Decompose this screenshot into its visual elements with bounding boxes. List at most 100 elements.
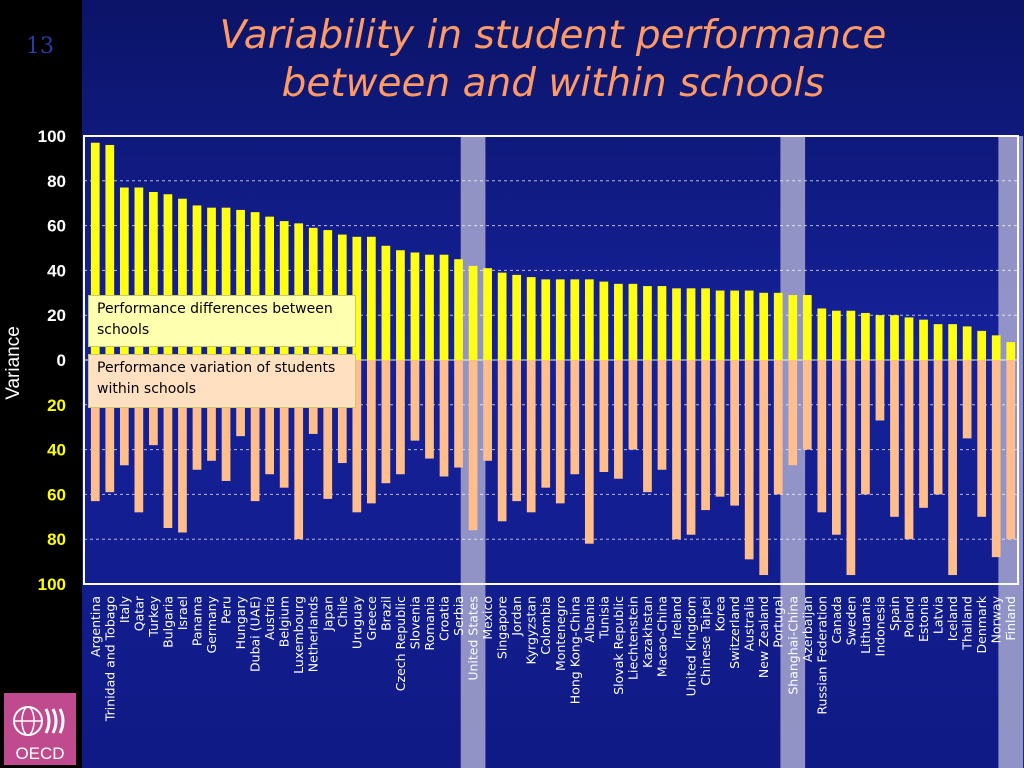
- category-label: Luxembourg: [291, 596, 306, 674]
- category-label: Norway: [989, 595, 1004, 643]
- bar-between: [90, 142, 100, 360]
- bar-within: [294, 360, 304, 540]
- bar-between: [584, 279, 594, 360]
- bar-within: [846, 360, 856, 576]
- bar-within: [221, 360, 231, 481]
- bar-within: [483, 360, 492, 461]
- bar-within: [570, 360, 580, 475]
- bar-between: [991, 335, 1001, 360]
- bar-between: [192, 205, 202, 360]
- bar-between: [221, 207, 231, 360]
- category-label: Bulgaria: [160, 596, 175, 648]
- oecd-logo-text: OECD: [15, 744, 64, 763]
- bar-within: [468, 360, 478, 531]
- bar-between: [555, 279, 565, 360]
- bar-between: [265, 216, 274, 360]
- bar-within: [279, 360, 289, 488]
- bar-between: [817, 308, 827, 360]
- y-tick-label: 0: [57, 351, 66, 370]
- category-label: Ireland: [669, 596, 684, 639]
- y-tick-label: 40: [47, 261, 66, 280]
- bar-between: [599, 281, 609, 360]
- category-label: Brazil: [378, 596, 393, 631]
- bar-within: [250, 360, 260, 502]
- y-tick-label: 100: [38, 127, 66, 146]
- category-label: Sweden: [843, 596, 858, 645]
- bar-between: [512, 274, 522, 360]
- category-label: Macao-China: [654, 596, 669, 677]
- category-label: Finland: [1003, 596, 1018, 641]
- bar-between: [294, 223, 304, 360]
- bar-within: [773, 360, 783, 495]
- bar-within: [715, 360, 725, 497]
- bar-within: [541, 360, 551, 488]
- bar-within: [861, 360, 870, 495]
- category-label: Switzerland: [727, 596, 742, 669]
- y-tick-label: 40: [47, 441, 66, 460]
- title-line-2: between and within schools: [281, 61, 825, 106]
- bar-within: [410, 360, 420, 441]
- category-label: Jordan: [509, 596, 524, 637]
- category-label: Czech Republic: [393, 596, 408, 691]
- category-label: Uruguay: [349, 595, 364, 649]
- plot-frame: [83, 135, 1019, 585]
- category-label: Korea: [713, 596, 728, 631]
- category-label: Albania: [582, 596, 597, 643]
- bar-within: [396, 360, 405, 475]
- bar-between: [657, 286, 667, 360]
- category-label: Hong Kong-China: [567, 596, 582, 704]
- category-label: Liechtenstein: [625, 596, 640, 680]
- y-tick-label: 100: [38, 575, 66, 594]
- category-label: Kazakhstan: [640, 596, 655, 668]
- bar-between: [497, 272, 507, 360]
- category-label: Canada: [829, 596, 844, 644]
- y-axis-ticks: 100 80 60 40 20 0 20 40 60 80 100: [38, 127, 66, 594]
- bar-within: [890, 360, 899, 517]
- category-label: Dubai (UAE): [248, 596, 263, 672]
- slide-number: 13: [26, 34, 54, 59]
- bar-between: [483, 268, 492, 360]
- bar-within: [832, 360, 841, 535]
- bar-within: [657, 360, 667, 470]
- bar-between: [773, 292, 783, 360]
- bar-within: [744, 360, 754, 560]
- category-label: Kyrgyzstan: [524, 596, 539, 665]
- category-label: Hungary: [233, 595, 248, 649]
- y-tick-label: 20: [47, 396, 66, 415]
- bar-within: [948, 360, 957, 576]
- y-tick-label: 60: [47, 485, 66, 504]
- bar-between: [715, 290, 725, 360]
- bar-within: [802, 360, 812, 450]
- bar-within: [178, 360, 187, 533]
- category-label: Romania: [422, 596, 437, 651]
- category-label: Singapore: [495, 596, 510, 659]
- category-label: United States: [466, 596, 481, 681]
- bar-within: [454, 360, 463, 468]
- category-labels: Argentina Trinidad and Tobago Italy Qatar Tu…: [88, 595, 1018, 722]
- category-label: Denmark: [974, 595, 989, 653]
- bar-within: [163, 360, 173, 528]
- note-within-schools: Performance variation of students within…: [88, 354, 356, 408]
- bar-between: [410, 252, 420, 360]
- bar-between: [570, 279, 580, 360]
- category-label: Poland: [902, 596, 917, 638]
- bar-within: [991, 360, 1001, 558]
- category-label: Netherlands: [306, 596, 321, 672]
- y-tick-label: 80: [47, 172, 66, 191]
- bar-between: [904, 317, 914, 360]
- category-label: Turkey: [146, 595, 161, 637]
- bar-within: [672, 360, 681, 540]
- bar-between: [454, 259, 463, 360]
- category-label: Qatar: [131, 595, 146, 631]
- category-label: Iceland: [945, 596, 960, 641]
- bar-between: [730, 290, 739, 360]
- category-label: United Kingdom: [684, 596, 699, 696]
- bar-between: [948, 324, 957, 360]
- bar-within: [817, 360, 827, 513]
- category-label: Estonia: [916, 596, 931, 642]
- bar-between: [686, 288, 696, 360]
- bar-between: [279, 221, 289, 360]
- category-label: Trinidad and Tobago: [102, 596, 117, 722]
- bar-within: [730, 360, 739, 506]
- category-label: Tunisia: [596, 596, 611, 640]
